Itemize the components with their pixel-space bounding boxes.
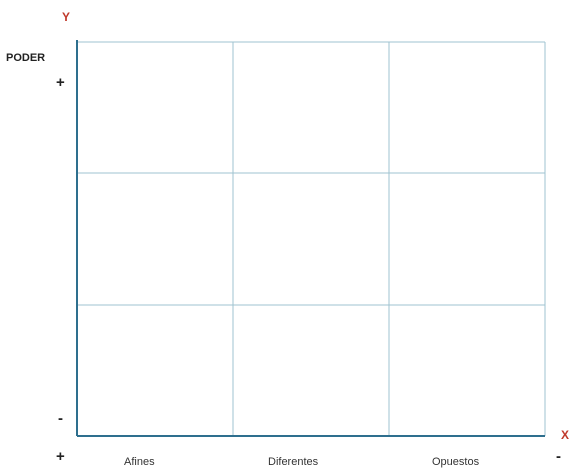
y-axis-letter: Y (62, 10, 71, 24)
y-axis-top-sign: + (56, 74, 65, 91)
y-axis-bottom-sign: - (58, 410, 63, 427)
x-axis-letter: X (561, 428, 570, 442)
grid-lines (77, 41, 546, 436)
category-opuestos: Opuestos (432, 456, 480, 468)
x-axis-right-sign: - (556, 448, 561, 465)
x-axis-left-sign: + (56, 448, 65, 465)
category-diferentes: Diferentes (268, 456, 319, 468)
category-afines: Afines (124, 456, 155, 468)
y-axis-title: PODER (6, 52, 46, 64)
